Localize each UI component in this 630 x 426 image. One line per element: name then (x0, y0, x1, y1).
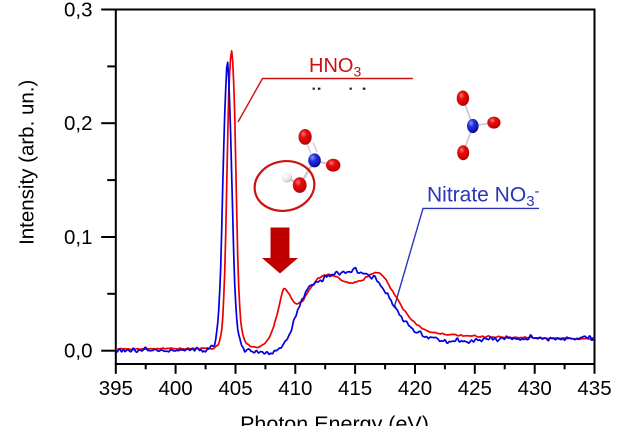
svg-text:425: 425 (458, 377, 492, 400)
svg-text:Nitrate NO3-: Nitrate NO3- (427, 183, 540, 210)
svg-text:415: 415 (338, 377, 372, 400)
svg-text:430: 430 (518, 377, 552, 400)
svg-text:Photon Energy (eV): Photon Energy (eV) (240, 412, 429, 426)
svg-text:400: 400 (158, 377, 192, 400)
svg-text:405: 405 (218, 377, 252, 400)
svg-text:410: 410 (278, 377, 312, 400)
svg-text:420: 420 (398, 377, 432, 400)
svg-text:HNO3: HNO3 (309, 55, 361, 80)
svg-text:0,3: 0,3 (64, 0, 93, 21)
svg-text:0,0: 0,0 (64, 340, 93, 363)
svg-text:0,2: 0,2 (64, 112, 93, 135)
svg-text:Intensity (arb. un.): Intensity (arb. un.) (16, 80, 39, 245)
svg-text:0,1: 0,1 (64, 226, 93, 249)
svg-text:395: 395 (99, 377, 133, 400)
svg-text:435: 435 (577, 377, 611, 400)
